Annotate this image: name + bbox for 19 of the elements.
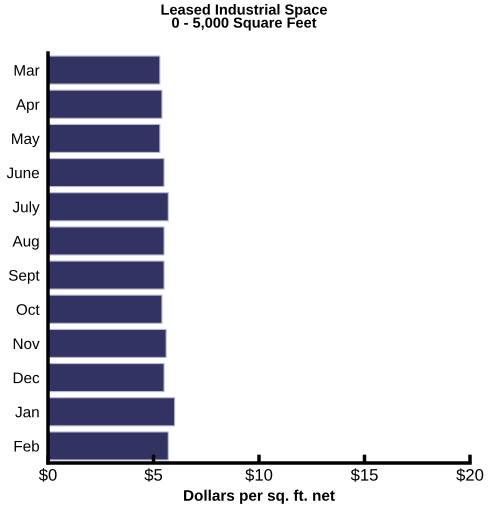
x-tick-label: $10	[245, 468, 272, 482]
y-tick-label: Mar	[14, 65, 40, 76]
y-tick-label: Nov	[14, 338, 40, 350]
y-tick-label: Sept	[8, 270, 40, 284]
x-tick-label: $20	[456, 468, 484, 482]
y-tick-label: Oct	[16, 304, 40, 315]
chart-title: Leased Industrial Space 0 - 5,000 Square Feet	[162, 4, 327, 31]
x-tick-label: $15	[350, 468, 378, 482]
x-tick-label: $0	[38, 468, 57, 482]
y-tick-label: Aug	[12, 236, 39, 250]
y-tick-label: May	[12, 133, 40, 148]
y-tick-label: June	[6, 168, 39, 178]
y-tick-label: Apr	[16, 99, 40, 113]
y-tick-label: Jan	[15, 406, 39, 418]
y-tick-label: July	[12, 201, 40, 216]
x-tick-label: $5	[144, 468, 162, 482]
x-axis-title: Dollars per sq. ft. net	[184, 490, 335, 504]
y-tick-label: Dec	[14, 372, 40, 384]
y-tick-label: Feb	[14, 440, 40, 452]
